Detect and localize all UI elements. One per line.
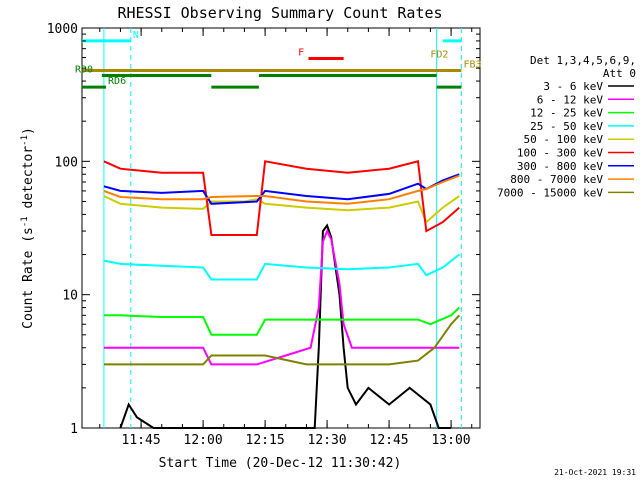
y-axis-label: Count Rate (s-1 detector-1) (20, 127, 36, 329)
series-line-1 (103, 228, 460, 366)
legend-label-1: 6 - 12 keV (537, 93, 604, 106)
series-line-7 (103, 174, 460, 205)
plot-frame (81, 27, 481, 429)
x-tick-label-2: 12:15 (246, 433, 285, 448)
legend-label-2: 12 - 25 keV (530, 107, 603, 120)
legend-label-7: 800 - 7000 keV (510, 173, 603, 186)
status-label-rd0: RD0 (75, 65, 93, 76)
x-tick-label-1: 12:00 (184, 433, 223, 448)
plot-timestamp: 21-Oct-2021 19:31 (554, 468, 636, 477)
legend-header-0: Det 1,3,4,5,6,9, (530, 54, 636, 67)
series-lines (103, 160, 461, 429)
y-tick-label-0: 1 (70, 422, 78, 437)
status-label-fb3: FB3 (463, 60, 481, 71)
series-line-8 (103, 314, 461, 366)
y-tick-label-2: 100 (55, 155, 78, 170)
series-line-2 (103, 306, 460, 336)
series-line-5 (103, 160, 460, 236)
series-line-0 (119, 223, 452, 429)
series-line-6 (103, 173, 460, 205)
x-tick-label-3: 12:30 (308, 433, 347, 448)
x-tick-label-5: 13:00 (431, 433, 470, 448)
legend-label-3: 25 - 50 keV (530, 120, 603, 133)
x-tick-label-0: 11:45 (122, 433, 161, 448)
axes: 11:45 12:00 12:15 12:30 12:45 13:00 1 10 100 1000 (47, 22, 480, 448)
legend-label-8: 7000 - 15000 keV (497, 186, 603, 199)
status-label-rd6: RD6 (108, 76, 126, 87)
status-bars: N F FD2 FB3 RD0 RD6 (75, 30, 482, 89)
status-label-n: N (133, 30, 139, 41)
legend-label-0: 3 - 6 keV (543, 80, 603, 93)
vertical-markers (103, 28, 462, 428)
y-tick-label-1: 10 (62, 289, 78, 304)
legend-label-6: 300 - 800 keV (517, 160, 603, 173)
legend-label-4: 50 - 100 keV (524, 133, 604, 146)
plot-area (81, 27, 481, 429)
status-label-f: F (298, 48, 304, 59)
legend-label-5: 100 - 300 keV (517, 147, 603, 160)
series-line-3 (103, 253, 460, 281)
x-axis-label: Start Time (20-Dec-12 11:30:42) (159, 456, 402, 471)
x-tick-label-4: 12:45 (370, 433, 409, 448)
chart-title: RHESSI Observing Summary Count Rates (117, 4, 442, 22)
status-label-fd2: FD2 (430, 50, 448, 61)
legend-header-1: Att 0 (603, 67, 636, 80)
y-tick-label-3: 1000 (47, 22, 78, 37)
